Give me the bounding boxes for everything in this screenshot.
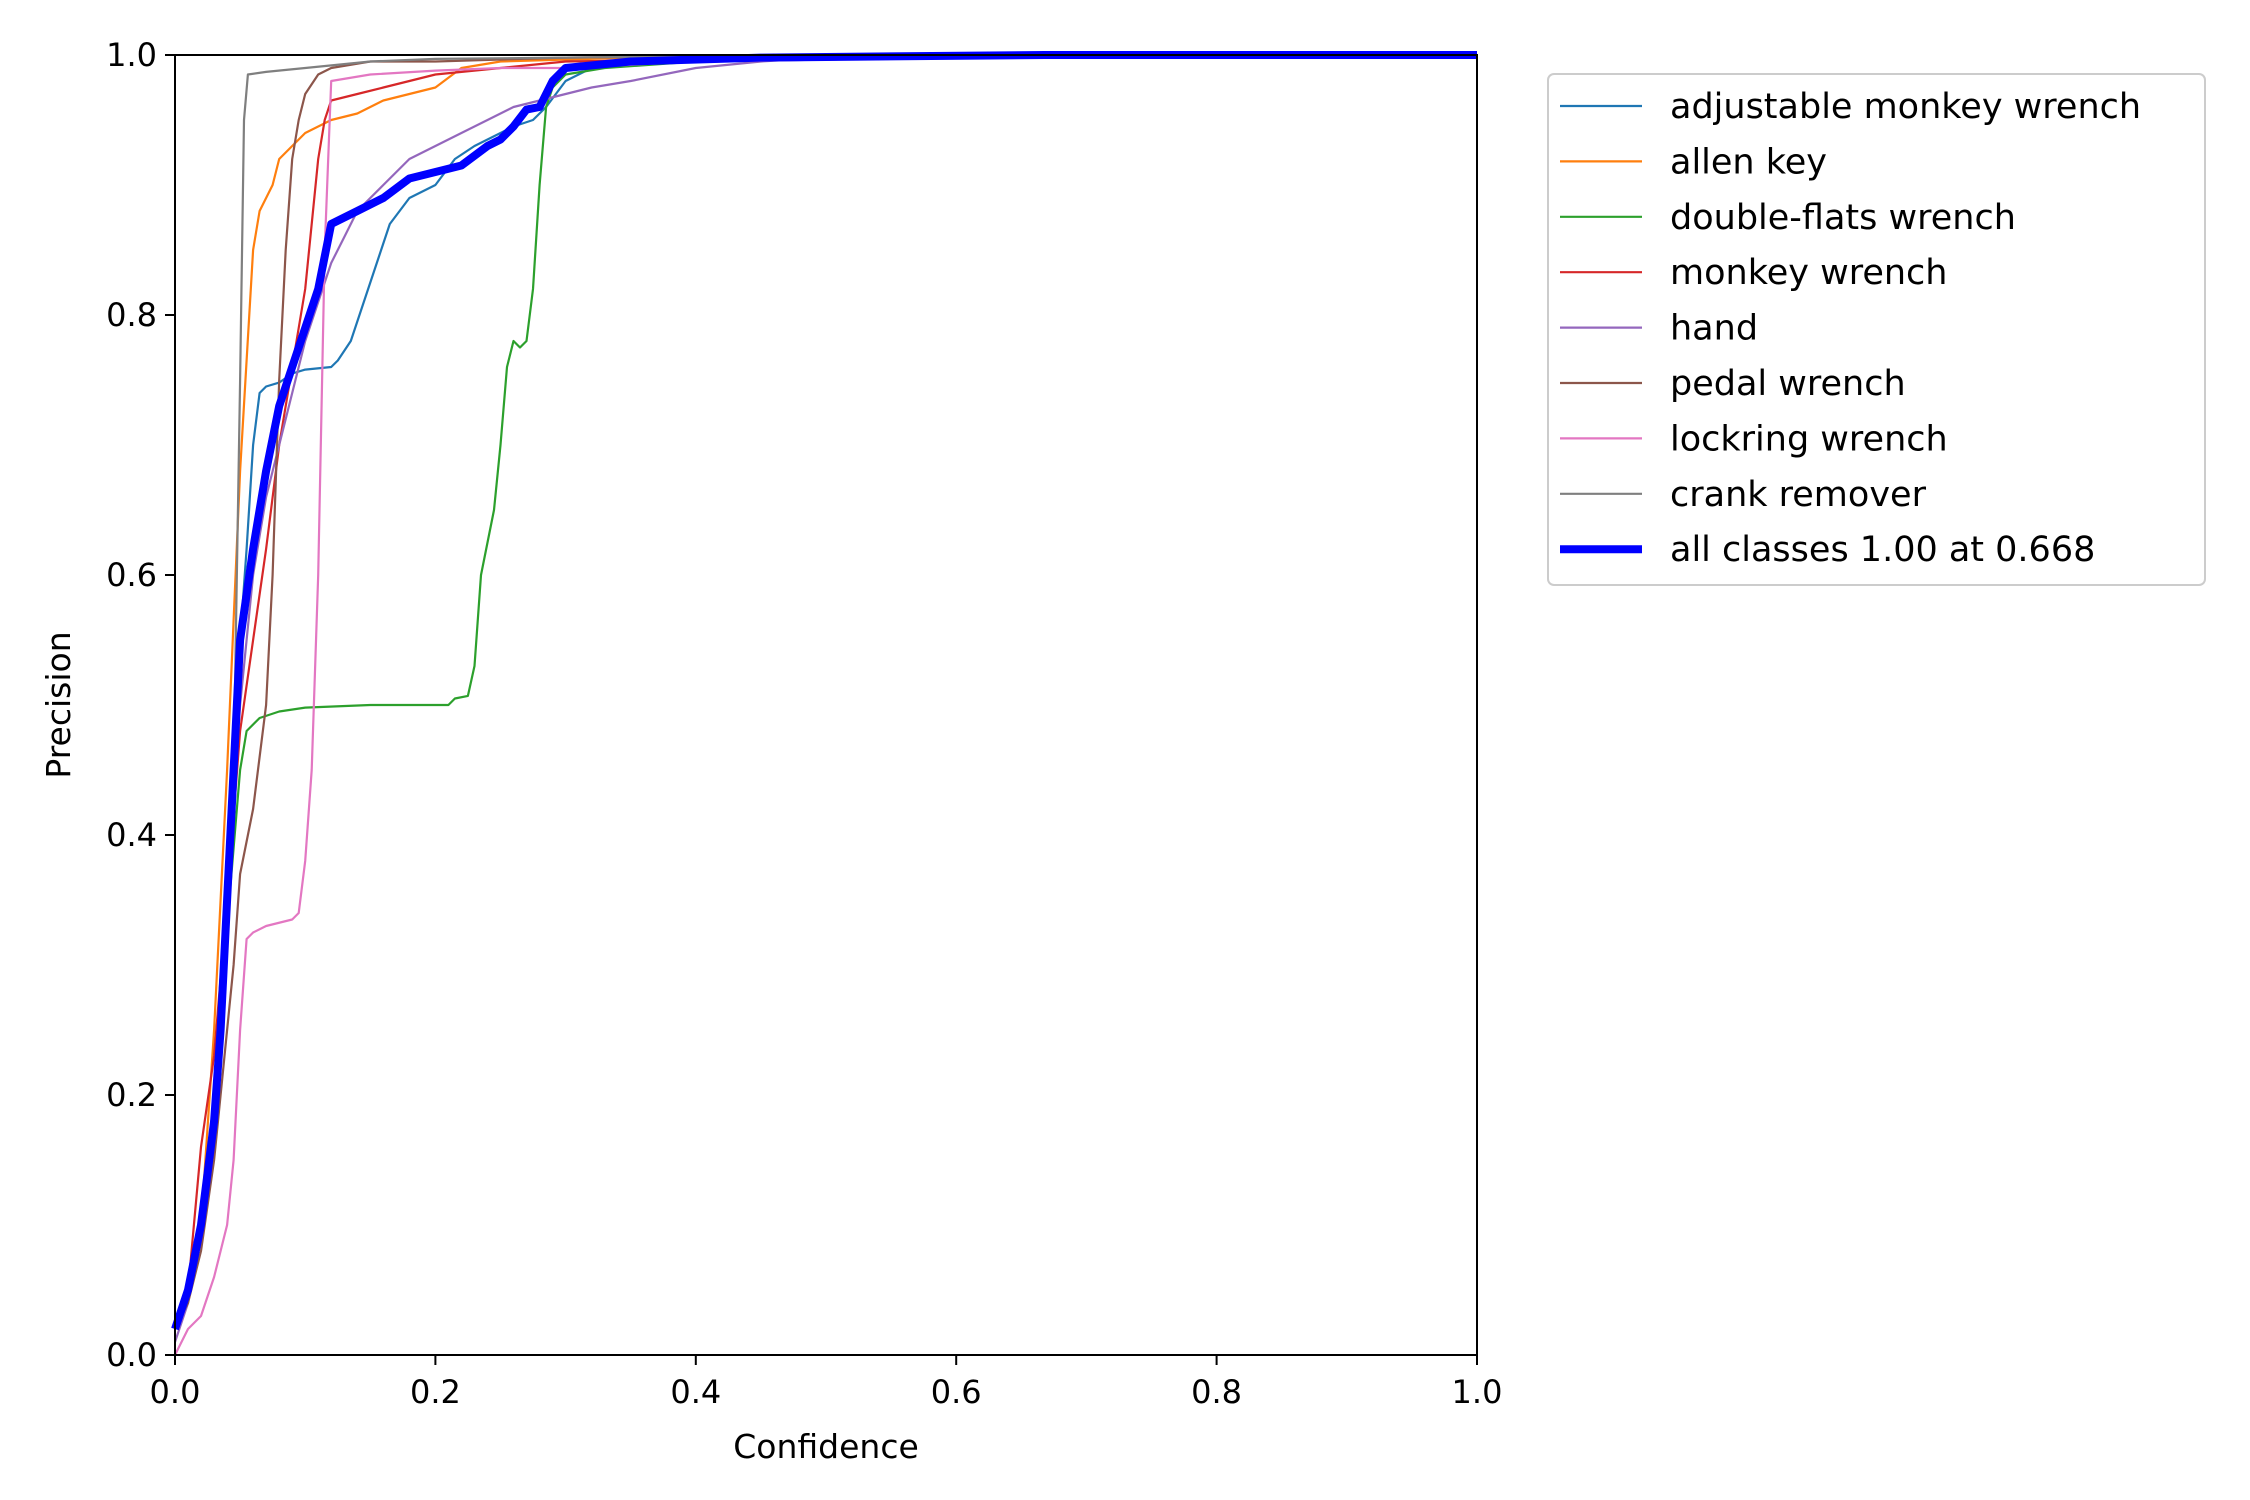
x-tick-label: 0.0 (150, 1373, 201, 1411)
legend-entry: crank remover (1670, 475, 1927, 515)
x-tick-label: 0.6 (931, 1373, 982, 1411)
legend-items: adjustable monkey wrench allen key double-… (1560, 87, 2141, 570)
legend-entry: pedal wrench (1670, 364, 1906, 404)
legend-entry: lockring wrench (1670, 419, 1948, 459)
legend: adjustable monkey wrench allen key double-… (1547, 73, 2206, 586)
plot-frame (174, 54, 1478, 1356)
y-tick-label: 0.4 (106, 816, 157, 854)
x-tick-label: 1.0 (1452, 1373, 1503, 1411)
legend-frame (1547, 73, 2206, 586)
legend-entry: all classes 1.00 at 0.668 (1670, 530, 2095, 570)
legend-entry: monkey wrench (1670, 253, 1947, 293)
y-tick-label: 0.6 (106, 556, 157, 594)
x-tick-label: 0.8 (1191, 1373, 1242, 1411)
x-tick-label: 0.4 (670, 1373, 721, 1411)
legend-entry: adjustable monkey wrench (1670, 87, 2141, 127)
x-axis-label: Confidence (733, 1427, 919, 1466)
y-axis-label: Precision (39, 631, 78, 778)
y-tick-label: 0.2 (106, 1076, 157, 1114)
y-tick-label: 0.0 (106, 1336, 157, 1374)
legend-entry: double-flats wrench (1670, 198, 2016, 238)
y-tick-label: 1.0 (106, 36, 157, 74)
series-line-8 (171, 51, 1477, 1331)
series-curves (171, 51, 1478, 1356)
x-tick-label: 0.2 (410, 1373, 461, 1411)
legend-entry: allen key (1670, 142, 1827, 182)
legend-entry: hand (1670, 309, 1758, 349)
axis-ticks: 0.0 0.2 0.4 0.6 0.8 1.0 0.0 0.2 0.4 0.6 0.8 1.0 (106, 36, 1502, 1411)
y-tick-label: 0.8 (106, 296, 157, 334)
series-line-5 (174, 53, 1477, 1330)
series-line-6 (174, 53, 1478, 1356)
series-line-1 (173, 53, 1477, 1330)
